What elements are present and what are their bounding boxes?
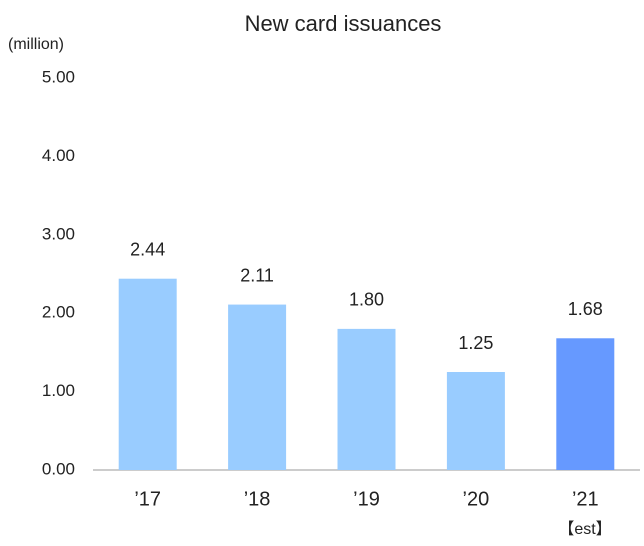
bar (228, 304, 287, 470)
y-tick-label: 4.00 (42, 146, 75, 165)
bar (446, 372, 505, 470)
x-tick-label: ’19 (353, 488, 380, 510)
x-tick-label: ’20 (463, 488, 490, 510)
y-tick-label: 1.00 (42, 381, 75, 400)
chart-title: New card issuances (245, 11, 442, 36)
bar (118, 278, 177, 470)
y-tick-label: 0.00 (42, 459, 75, 478)
y-tick-label: 3.00 (42, 224, 75, 243)
y-axis-unit: (million) (8, 36, 64, 53)
annotation: 【est】 (558, 521, 611, 538)
x-tick-label: ’17 (134, 488, 161, 510)
bar (337, 328, 396, 470)
data-label: 2.44 (130, 239, 165, 259)
data-label: 1.68 (568, 299, 603, 319)
bar (556, 338, 615, 470)
x-tick-label: ’18 (244, 488, 271, 510)
data-label: 1.80 (349, 290, 384, 310)
data-label: 2.11 (240, 265, 274, 285)
y-tick-label: 5.00 (42, 67, 75, 86)
data-label: 1.25 (458, 333, 493, 353)
x-tick-label: ’21 (572, 488, 599, 510)
y-tick-label: 2.00 (42, 303, 75, 322)
